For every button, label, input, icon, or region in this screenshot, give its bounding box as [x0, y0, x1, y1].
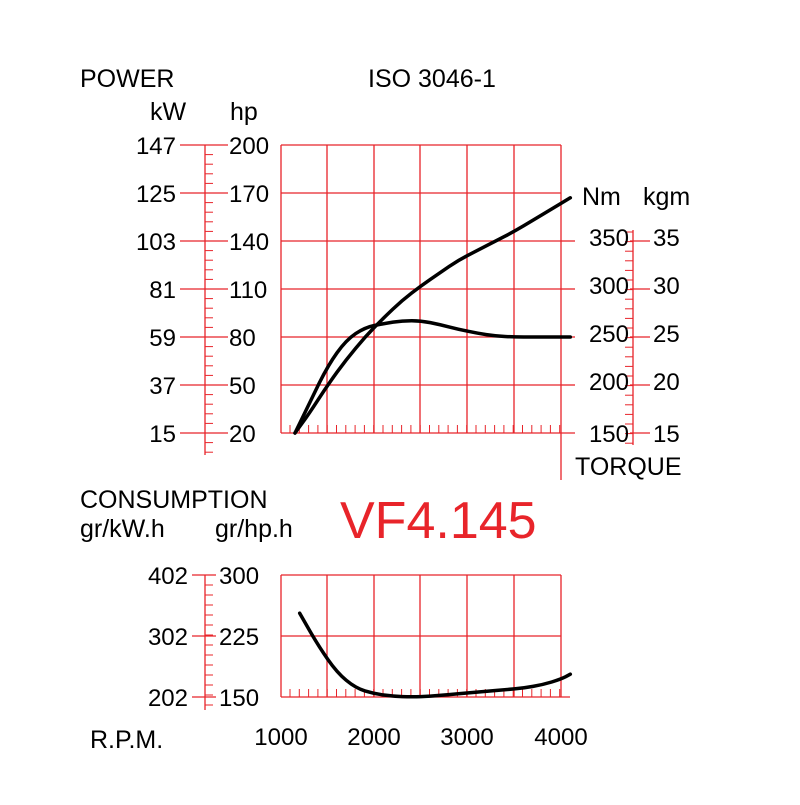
ghph-unit-label: gr/hp.h — [215, 515, 293, 543]
model-name: VF4.145 — [340, 492, 537, 550]
rpm-tick-label: 2000 — [347, 724, 400, 751]
rpm-tick-label: 1000 — [254, 724, 307, 751]
nm-tick-label: 350 — [589, 225, 629, 252]
hp-unit-label: hp — [230, 98, 258, 126]
nm-tick-label: 200 — [589, 369, 629, 396]
gkwh-tick-label: 402 — [148, 563, 188, 590]
curve-layer — [293, 196, 573, 699]
hp-tick-label: 140 — [229, 229, 269, 256]
hp-tick-label: 50 — [229, 373, 256, 400]
hp-tick-label: 170 — [229, 181, 269, 208]
kgm-tick-label: 15 — [653, 421, 680, 448]
kgm-unit-label: kgm — [643, 183, 690, 211]
iso-standard-label: ISO 3046-1 — [368, 65, 496, 93]
kgm-tick-label: 35 — [653, 225, 680, 252]
kgm-tick-label: 30 — [653, 273, 680, 300]
kw-tick-label: 103 — [136, 229, 176, 256]
torque-axis-title: TORQUE — [575, 453, 682, 481]
power-axis-title: POWER — [80, 65, 174, 93]
hp-tick-label: 110 — [229, 277, 267, 304]
hp-tick-label: 20 — [229, 421, 256, 448]
ghph-tick-label: 300 — [219, 563, 259, 590]
nm-tick-label: 300 — [589, 273, 629, 300]
kw-tick-label: 15 — [149, 421, 176, 448]
rpm-axis-title: R.P.M. — [90, 726, 163, 754]
kw-tick-label: 147 — [136, 133, 176, 160]
rpm-tick-label: 4000 — [534, 724, 587, 751]
grid-layer — [180, 144, 650, 710]
gkwh-tick-label: 202 — [148, 685, 188, 712]
gkwh-unit-label: gr/kW.h — [80, 515, 165, 543]
gkwh-tick-label: 302 — [148, 624, 188, 651]
torque-curve — [293, 318, 573, 435]
kw-tick-label: 37 — [149, 373, 176, 400]
consumption-curve — [297, 611, 573, 699]
ghph-tick-label: 225 — [219, 624, 259, 651]
kgm-tick-label: 25 — [653, 321, 680, 348]
kw-tick-label: 81 — [149, 277, 176, 304]
kw-tick-label: 125 — [136, 181, 176, 208]
kw-tick-label: 59 — [149, 325, 176, 352]
nm-tick-label: 150 — [589, 421, 629, 448]
power-curve — [293, 196, 573, 435]
kw-unit-label: kW — [150, 98, 187, 126]
consumption-title: CONSUMPTION — [80, 486, 268, 514]
nm-unit-label: Nm — [582, 183, 621, 211]
nm-tick-label: 250 — [589, 321, 629, 348]
ghph-tick-label: 150 — [219, 685, 259, 712]
hp-tick-label: 200 — [229, 133, 269, 160]
kgm-tick-label: 20 — [653, 369, 680, 396]
hp-tick-label: 80 — [229, 325, 256, 352]
rpm-tick-label: 3000 — [440, 724, 493, 751]
